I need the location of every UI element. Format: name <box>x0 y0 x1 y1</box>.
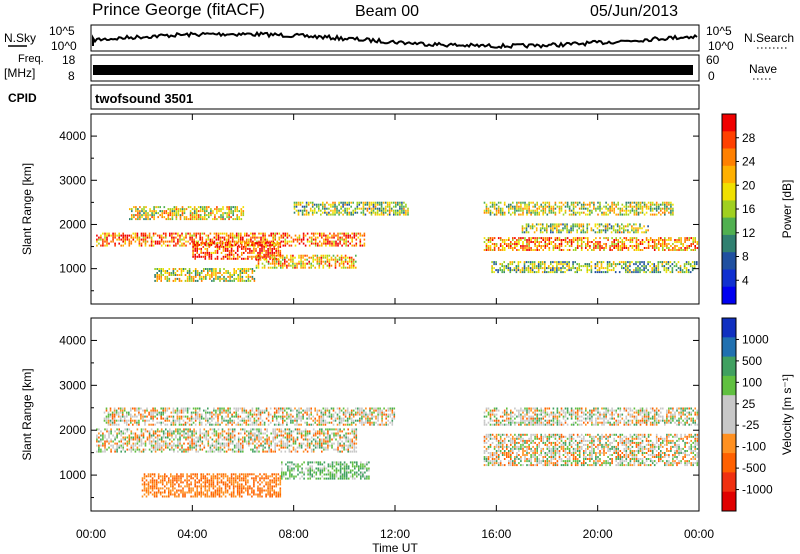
scatter-band <box>154 268 256 282</box>
nsearch-tick-bottom: 10^0 <box>708 39 734 53</box>
colorbar-segment <box>722 433 736 454</box>
scatter-band <box>129 206 245 221</box>
x-tick-label: 04:00 <box>177 527 207 541</box>
freq-tick-top: 18 <box>62 53 76 67</box>
freq-label: Freq. <box>18 53 44 65</box>
colorbar-tick-label: 20 <box>742 178 756 192</box>
nsky-tick-top: 10^5 <box>49 24 75 38</box>
colorbar-tick-label: -1000 <box>742 483 773 497</box>
colorbar-tick-label: -25 <box>742 418 760 432</box>
colorbar-segment <box>722 491 736 512</box>
y-tick-label: 2000 <box>59 423 86 437</box>
colorbar-label: Velocity [m s⁻¹] <box>780 374 794 455</box>
colorbar-segment <box>722 252 736 270</box>
beam-label: Beam 00 <box>355 3 419 20</box>
scatter-band <box>281 461 370 480</box>
colorbar-segment <box>722 318 736 338</box>
nave-tick-bottom: 0 <box>708 69 715 83</box>
colorbar-segment <box>722 148 736 167</box>
scatter-band <box>483 201 674 216</box>
nave-label: Nave <box>749 62 777 76</box>
colorbar-segment <box>722 114 736 132</box>
velocity-panel: 1000 2000 3000 4000 00:00 04:00 08:00 12:00 16:0… <box>20 317 794 554</box>
colorbar-tick-label: 1000 <box>742 332 769 346</box>
freq-strip-frame <box>90 54 700 82</box>
scatter-band <box>483 407 699 426</box>
colorbar-segment <box>722 165 736 184</box>
colorbar-tick-label: 12 <box>742 226 756 240</box>
colorbar-segment <box>722 217 736 236</box>
nsky-label: N.Sky <box>4 31 36 45</box>
scatter-band <box>255 254 357 269</box>
scatter-band <box>103 407 396 426</box>
y-tick-label: 2000 <box>59 217 86 231</box>
colorbar-tick-label: -500 <box>742 461 766 475</box>
colorbar-segment <box>722 395 736 415</box>
colorbar-segment <box>722 286 736 305</box>
colorbar-segment <box>722 131 736 150</box>
y-axis-label: Slant Range [km] <box>20 368 34 460</box>
y-tick-label: 4000 <box>59 129 86 143</box>
x-axis-label: Time UT <box>372 541 418 554</box>
colorbar-segment <box>722 337 736 358</box>
freq-trace <box>93 65 693 75</box>
x-tick-label: 00:00 <box>76 527 106 541</box>
colorbar-tick-label: 16 <box>742 202 756 216</box>
nsky-trace <box>92 30 698 50</box>
cpid-label: CPID <box>8 91 37 105</box>
colorbar-segment <box>722 269 736 288</box>
x-tick-label: 00:00 <box>684 527 714 541</box>
freq-unit: [MHz] <box>4 66 35 80</box>
nsearch-label: N.Search <box>744 31 794 45</box>
colorbar-tick-label: 24 <box>742 155 756 169</box>
colorbar-tick-label: 25 <box>742 397 756 411</box>
colorbar-segment <box>722 200 736 219</box>
colorbar-tick-label: -100 <box>742 440 766 454</box>
cpid-value: twofsound 3501 <box>95 91 193 106</box>
y-tick-label: 4000 <box>59 333 86 347</box>
colorbar-frame <box>721 317 737 512</box>
colorbar-segment <box>722 183 736 201</box>
colorbar-tick-label: 500 <box>742 354 762 368</box>
nsky-line <box>92 30 698 50</box>
freq-tick-bottom: 8 <box>68 69 75 83</box>
nsearch-tick-top: 10^5 <box>706 24 732 38</box>
scatter-band <box>96 232 366 247</box>
x-tick-label: 08:00 <box>279 527 309 541</box>
y-tick-label: 1000 <box>59 468 86 482</box>
nsky-tick-bottom: 10^0 <box>51 39 77 53</box>
x-tick-label: 12:00 <box>380 527 410 541</box>
power-panel: 1000 2000 3000 4000 Slant Range [km] 28 24 20 16… <box>20 113 794 305</box>
colorbar-tick-label: 100 <box>742 375 762 389</box>
station-title: Prince George (fitACF) <box>92 0 265 19</box>
scatter-band <box>141 473 282 498</box>
colorbar-segment <box>722 356 736 377</box>
scatter-band <box>96 428 358 453</box>
colorbar-tick-label: 4 <box>742 273 749 287</box>
y-tick-label: 1000 <box>59 262 86 276</box>
scatter-band <box>293 201 409 216</box>
date-label: 05/Jun/2013 <box>590 3 678 20</box>
colorbar-segment <box>722 414 736 435</box>
cpid-strip-frame <box>90 84 700 110</box>
colorbar-segment <box>722 234 736 253</box>
x-tick-label: 20:00 <box>583 527 613 541</box>
scatter-band <box>483 237 699 251</box>
colorbar-label: Power [dB] <box>780 180 794 239</box>
nsky-strip-frame <box>90 24 700 52</box>
colorbar-tick-label: 8 <box>742 250 749 264</box>
scatter-band <box>521 223 649 234</box>
y-axis-label: Slant Range [km] <box>20 163 34 255</box>
colorbar-tick-label: 28 <box>742 131 756 145</box>
scatter-band <box>491 261 698 274</box>
nave-tick-top: 60 <box>706 53 720 67</box>
y-tick-label: 3000 <box>59 173 86 187</box>
x-tick-label: 16:00 <box>481 527 511 541</box>
colorbar-segment <box>722 472 736 493</box>
scatter-band <box>483 433 699 467</box>
y-tick-label: 3000 <box>59 378 86 392</box>
colorbar-segment <box>722 375 736 396</box>
colorbar-segment <box>722 453 736 473</box>
